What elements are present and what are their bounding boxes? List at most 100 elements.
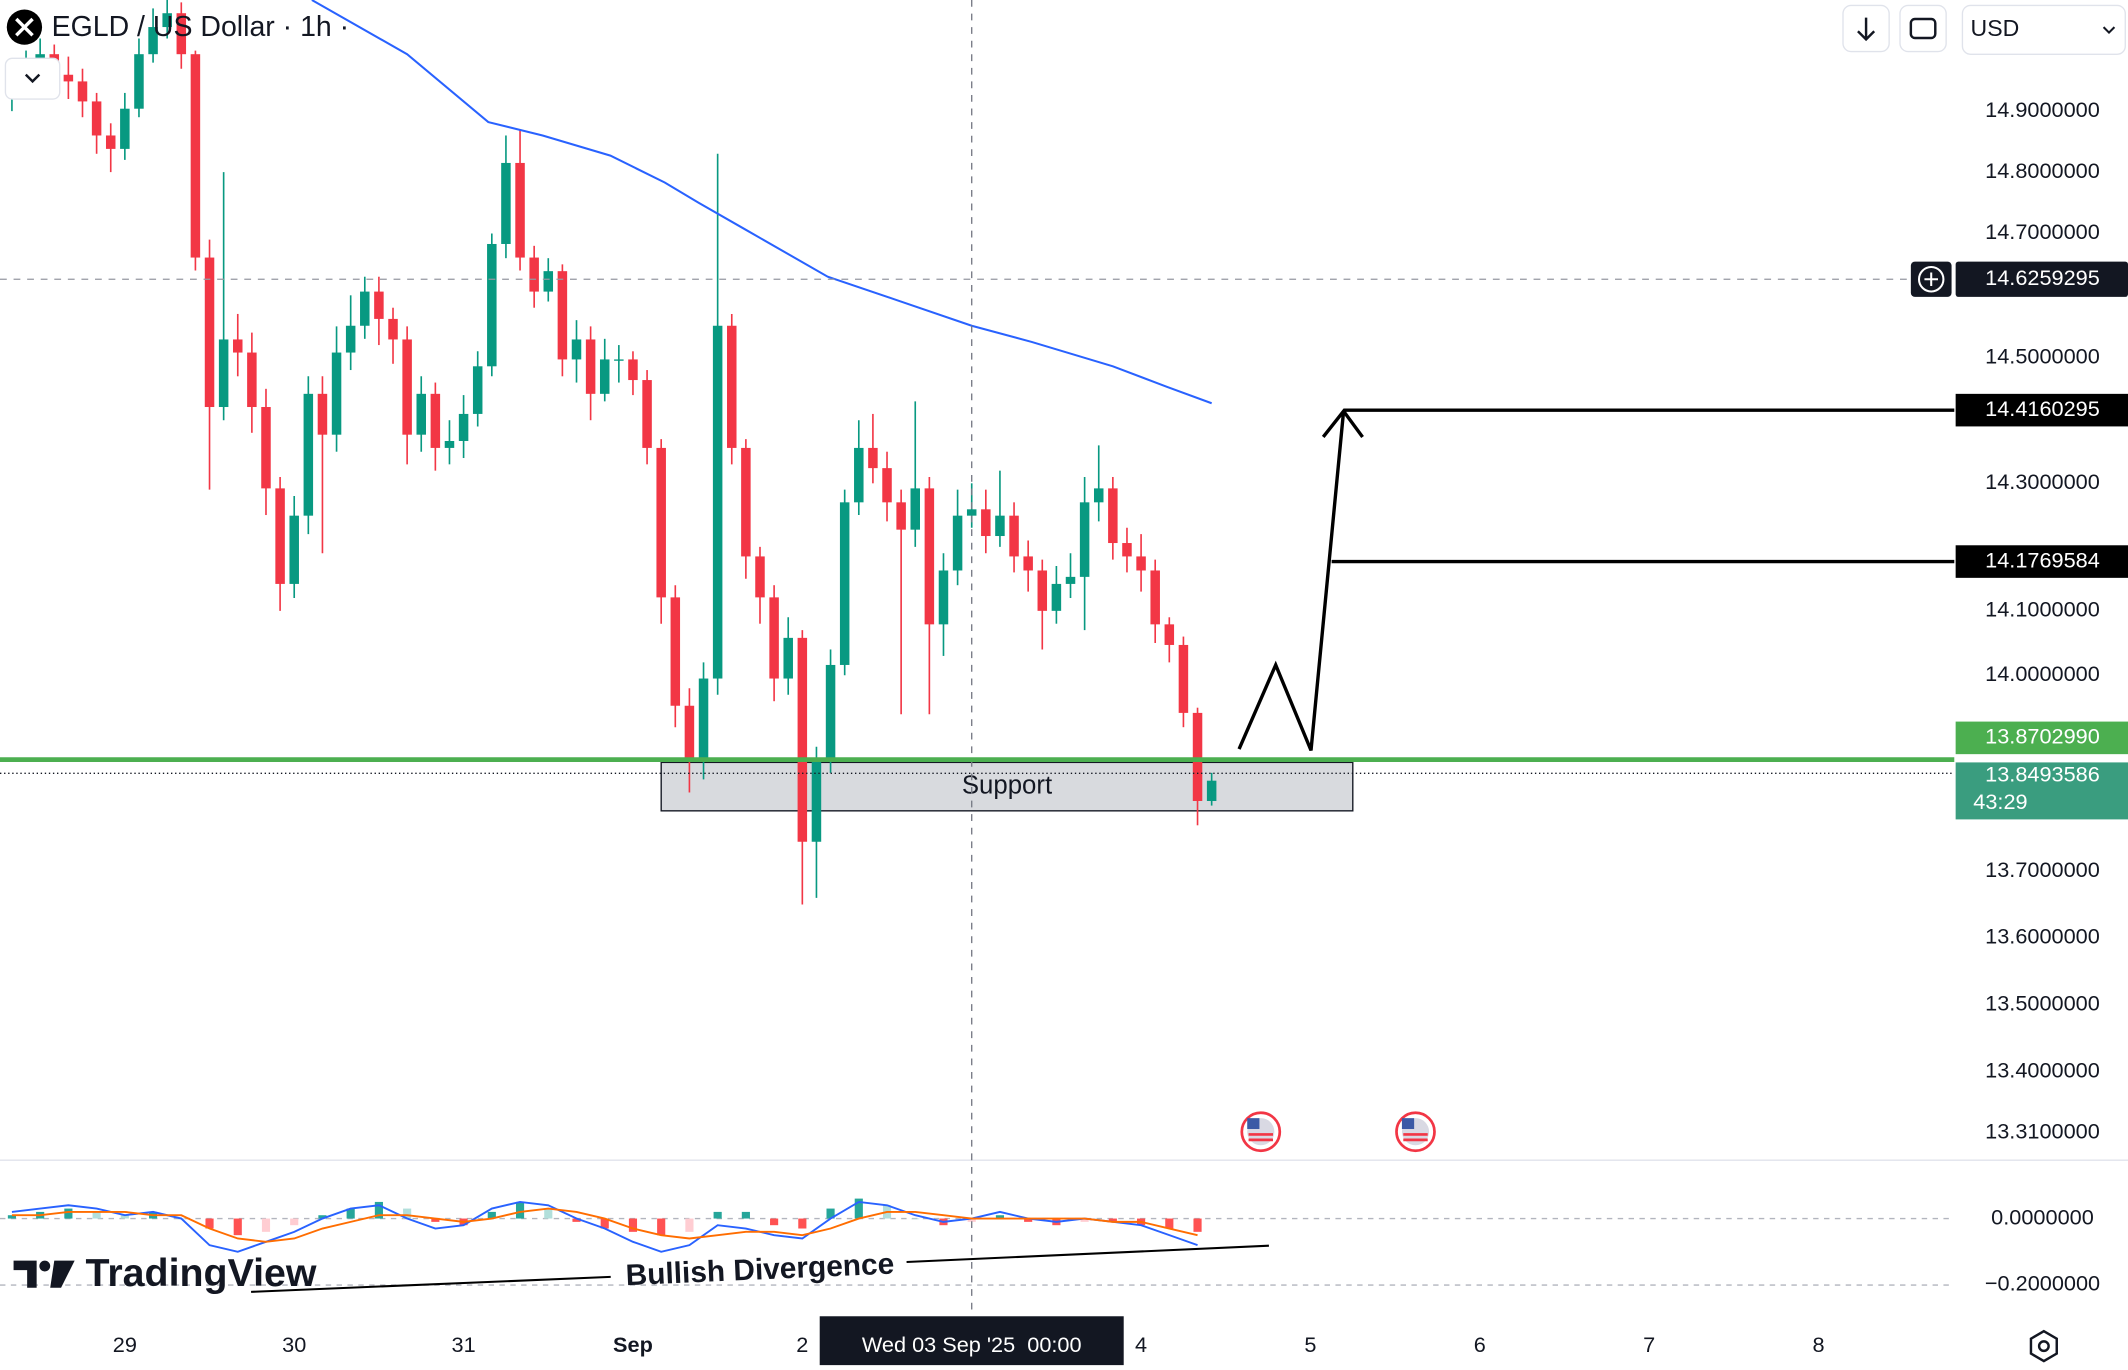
macd-histogram-bar (487, 1211, 496, 1219)
macd-histogram-bar (7, 1215, 16, 1219)
collapse-button[interactable] (4, 57, 61, 100)
macd-histogram-bar (1193, 1218, 1202, 1232)
support-zone (660, 761, 1354, 812)
download-button[interactable] (1842, 4, 1890, 53)
candle-body (331, 352, 342, 435)
y-tick-label: 13.5000000 (1985, 990, 2100, 1015)
currency-select[interactable]: USD (1961, 4, 2126, 55)
macd-histogram-bar (431, 1218, 440, 1222)
symbol-logo-mark (15, 17, 34, 37)
macd-histogram-bar (685, 1218, 694, 1232)
macd-pane (0, 1198, 1955, 1286)
candle-body (430, 393, 441, 448)
x-tick-label: 31 (452, 1332, 476, 1357)
y-tick-label: 14.5000000 (1985, 343, 2100, 368)
candle-body (797, 637, 808, 842)
candle-body (811, 760, 822, 842)
candle-body (656, 447, 666, 598)
candle-body (416, 393, 426, 435)
candle-body (1079, 502, 1090, 577)
x-tick-label: 7 (1643, 1332, 1655, 1357)
x-tick-label: 30 (282, 1332, 306, 1357)
candle-body (1108, 488, 1118, 544)
currency-label: USD (1971, 15, 2020, 41)
candle-body (1206, 780, 1217, 801)
candle-body (1164, 624, 1175, 645)
candle-body (712, 325, 723, 679)
candle-body (345, 325, 356, 353)
x-tick-label: 4 (1135, 1332, 1147, 1357)
crosshair-x-label: Wed 03 Sep '25 00:00 (862, 1332, 1082, 1357)
price-label-box (1955, 545, 2128, 578)
macd-histogram-bar (261, 1218, 271, 1232)
settings-button[interactable] (2029, 1329, 2058, 1363)
candle-body (755, 556, 765, 598)
candle-body (995, 515, 1005, 537)
candle-body (190, 54, 201, 258)
candle-body (628, 359, 638, 381)
y-tick-label: 14.3000000 (1985, 469, 2100, 494)
macd-histogram-bar (120, 1215, 129, 1219)
candle-body (868, 447, 878, 469)
macd-histogram-bar (995, 1215, 1005, 1219)
candle-body (557, 271, 568, 360)
candle-body (952, 515, 963, 571)
y-tick-label: 14.8000000 (1985, 158, 2100, 183)
candle-body (529, 257, 539, 292)
macd-histogram-bar (92, 1211, 101, 1219)
candle-body (134, 54, 144, 109)
candle-body (825, 664, 836, 761)
candle-body (1178, 644, 1189, 713)
candle-body (614, 359, 624, 361)
macd-histogram-bar (544, 1208, 553, 1219)
y-tick-label: 13.3100000 (1985, 1119, 2100, 1144)
support-label: Support (962, 771, 1052, 799)
macd-tick-label: −0.2000000 (1985, 1271, 2100, 1296)
candle-body (769, 597, 779, 679)
candle-body (35, 54, 45, 61)
y-tick-label: 14.1000000 (1985, 597, 2100, 622)
candle-body (543, 271, 554, 292)
candle-body (444, 440, 455, 448)
macd-histogram-bar (1080, 1218, 1089, 1222)
candle-body (1192, 712, 1203, 801)
brand-logo (13, 1260, 75, 1288)
price-label: 14.1769584 (1985, 547, 2100, 572)
y-tick-label: 13.6000000 (1985, 924, 2100, 949)
candle-body (981, 509, 991, 537)
y-tick-label: 13.7000000 (1985, 857, 2100, 882)
candle-body (204, 257, 215, 408)
y-tick-label: 14.7000000 (1985, 219, 2100, 244)
candle-body (1093, 488, 1104, 503)
macd-histogram-bar (374, 1201, 383, 1219)
macd-histogram-bar (600, 1218, 609, 1229)
candle-body (882, 468, 892, 503)
event-flag (1240, 1111, 1282, 1153)
macd-histogram-bar (346, 1208, 355, 1219)
candle-body (1037, 570, 1048, 611)
macd-histogram-bar (1108, 1218, 1117, 1222)
candle-body (233, 339, 243, 353)
candle-body (924, 488, 935, 625)
brand-name: TradingView (86, 1251, 317, 1295)
macd-histogram-bar (713, 1211, 722, 1219)
candle-body (698, 678, 709, 761)
candle-body (966, 509, 977, 516)
macd-histogram-bar (741, 1211, 750, 1219)
macd-histogram-bar (205, 1218, 214, 1229)
crosshair-y-label: 14.6259295 (1985, 265, 2100, 290)
price-label: 14.4160295 (1985, 396, 2100, 421)
macd-histogram-bar (826, 1208, 835, 1219)
divergence-line (251, 1275, 611, 1293)
macd-histogram-bar (657, 1218, 666, 1236)
x-tick-label: 6 (1474, 1332, 1486, 1357)
fullscreen-button[interactable] (1899, 4, 1947, 53)
macd-histogram-bar (967, 1218, 976, 1222)
candle-body (458, 413, 469, 441)
candle-body (741, 447, 751, 557)
macd-histogram-bar (318, 1215, 327, 1219)
candle-body (91, 101, 102, 136)
